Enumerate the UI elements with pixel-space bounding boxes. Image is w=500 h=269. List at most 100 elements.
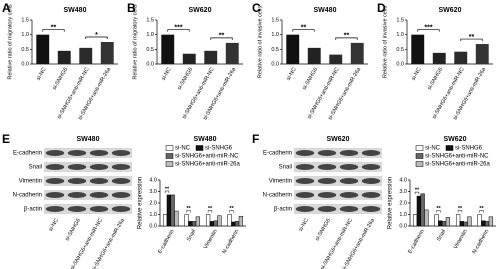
bar	[161, 34, 175, 64]
bar	[238, 215, 244, 227]
legend-swatch	[165, 161, 174, 167]
blot-row-label: Vimentin	[19, 179, 42, 185]
y-tick-label: 0.0	[21, 61, 29, 67]
x-tick-label: si-NC	[411, 67, 423, 82]
y-tick-label: 3.0	[149, 189, 157, 195]
significance-bracket	[292, 29, 315, 32]
bar	[411, 34, 425, 64]
y-tick-label: 1.5	[271, 17, 279, 23]
blot-band	[317, 206, 337, 212]
blot-lane-label: si-SNHG6	[314, 218, 332, 242]
bar	[286, 34, 300, 64]
panel-letter: E	[2, 132, 10, 146]
y-tick-label: 1.0	[399, 212, 407, 218]
x-tick-label: si-SNHG6	[302, 67, 320, 91]
panel-letter: C	[252, 1, 261, 15]
bar	[412, 214, 418, 227]
blot-strip	[44, 148, 132, 158]
blot-band	[295, 150, 315, 156]
y-axis-label: Relative ratio of migratory cells	[7, 4, 13, 79]
y-tick-label: 0.5	[396, 47, 404, 53]
y-tick-label: 1.5	[396, 17, 404, 23]
blot-band	[295, 206, 315, 212]
bar	[36, 34, 50, 64]
blot-band	[45, 164, 65, 170]
legend-label: si-SNHG6	[205, 146, 233, 152]
chart-title: SW620	[439, 7, 462, 14]
legend-swatch	[195, 145, 204, 151]
bar	[209, 221, 215, 227]
bar	[434, 214, 439, 227]
y-tick-label: 0.0	[399, 223, 407, 229]
significance-bracket	[42, 29, 65, 32]
x-tick-label: Vimentin	[453, 229, 469, 250]
x-tick-label: si-SNHG6	[177, 67, 195, 91]
blot-band	[45, 192, 65, 198]
panel-letter: D	[377, 1, 386, 15]
y-tick-label: 0.0	[396, 61, 404, 67]
bar	[166, 194, 172, 227]
significance-bracket	[457, 210, 463, 213]
significance-bracket	[164, 190, 170, 193]
blot-band	[339, 206, 359, 212]
y-tick-label: 1.5	[146, 17, 154, 23]
y-tick-label: 4.0	[149, 177, 157, 183]
significance-label: **	[186, 206, 191, 212]
x-tick-label: N-cadherin	[222, 229, 241, 255]
bar	[204, 50, 218, 64]
blot-band	[317, 164, 337, 170]
significance-label: **	[469, 34, 475, 41]
legend-swatch	[415, 161, 424, 167]
bar	[438, 220, 443, 227]
significance-label: **	[51, 25, 57, 32]
legend-label: si-SNHG6+anti-miR-26a	[175, 162, 241, 168]
significance-label: **	[436, 206, 441, 212]
significance-bracket	[167, 29, 190, 32]
x-tick-label: E-cadherin	[157, 229, 176, 255]
blot-band	[89, 192, 109, 198]
y-tick-label: 2.0	[149, 200, 157, 206]
bar	[424, 209, 429, 227]
blot-band	[339, 164, 359, 170]
panel-letter: B	[127, 1, 136, 15]
bar	[205, 214, 211, 227]
bar	[79, 47, 93, 64]
blot-band	[111, 164, 131, 170]
legend-label: si-SNHG6	[455, 146, 483, 152]
blot-band	[67, 192, 87, 198]
blot-band	[339, 150, 359, 156]
blot-lane-label: si-NC	[298, 218, 310, 233]
bar	[235, 221, 240, 227]
bar	[100, 42, 114, 64]
bar	[467, 216, 472, 227]
bar	[432, 52, 446, 64]
blot-band	[339, 192, 359, 198]
blot-band	[67, 164, 87, 170]
x-tick-label: Snail	[436, 229, 447, 243]
bar	[442, 221, 447, 227]
bar	[420, 193, 425, 227]
chart-title: SW620	[189, 7, 212, 14]
chart-title: SW480	[64, 7, 87, 14]
bar	[188, 221, 193, 227]
bar	[485, 221, 490, 227]
blot-band	[295, 192, 315, 198]
bar	[192, 221, 197, 227]
y-tick-label: 0.5	[271, 47, 279, 53]
blot-band	[317, 192, 337, 198]
x-tick-label: Vimentin	[203, 229, 219, 250]
legend-swatch	[415, 145, 424, 151]
blot-band	[317, 178, 337, 184]
significance-bracket	[207, 210, 213, 213]
bar	[463, 221, 468, 227]
bar	[182, 53, 196, 64]
y-axis-label: Relative expression	[388, 177, 394, 229]
y-tick-label: 1.0	[146, 32, 154, 38]
significance-bracket	[414, 191, 420, 195]
bar	[488, 216, 494, 227]
blot-band	[339, 178, 359, 184]
significance-label: **	[344, 33, 350, 40]
bar	[195, 216, 201, 227]
y-tick-label: 0.5	[146, 47, 154, 53]
significance-label: **	[229, 206, 234, 212]
